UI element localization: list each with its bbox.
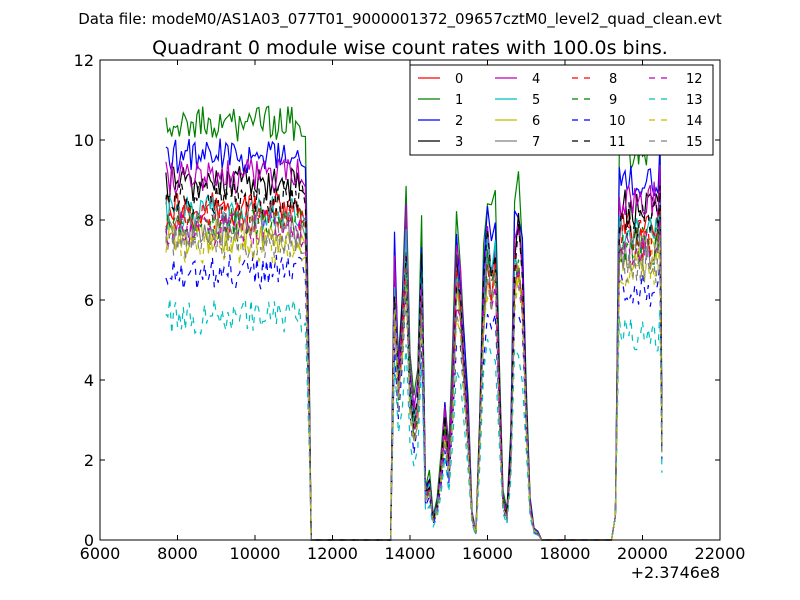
legend-label-4: 4 (532, 72, 540, 87)
legend-label-5: 5 (532, 93, 540, 108)
legend-label-7: 7 (532, 135, 540, 150)
series-layer (165, 105, 663, 541)
x-offset-label: +2.3746e8 (631, 563, 720, 582)
legend-label-15: 15 (686, 135, 703, 150)
series-line-3 (165, 166, 663, 541)
series-line-10 (165, 254, 663, 541)
legend-label-8: 8 (609, 72, 617, 87)
legend-label-10: 10 (609, 114, 626, 129)
x-tick-label: 14000 (385, 544, 436, 563)
x-tick-label: 16000 (462, 544, 513, 563)
y-tick-label: 0 (84, 531, 94, 550)
series-line-11 (165, 178, 663, 541)
x-tick-label: 22000 (695, 544, 746, 563)
data-file-label: Data file: modeM0/AS1A03_077T01_90000013… (78, 10, 722, 29)
y-tick-label: 10 (74, 131, 94, 150)
x-tick-label: 10000 (230, 544, 281, 563)
x-tick-label: 8000 (157, 544, 198, 563)
legend-label-6: 6 (532, 114, 540, 129)
series-line-15 (165, 226, 663, 541)
x-tick-label: 6000 (80, 544, 121, 563)
series-line-13 (165, 296, 663, 541)
series-line-0 (165, 191, 663, 541)
y-tick-label: 12 (74, 51, 94, 70)
series-line-9 (165, 204, 663, 541)
y-tick-label: 6 (84, 291, 94, 310)
legend-label-1: 1 (455, 93, 463, 108)
series-line-6 (165, 217, 663, 541)
x-tick-label: 18000 (540, 544, 591, 563)
x-tick-label: 20000 (617, 544, 668, 563)
legend-label-14: 14 (686, 114, 703, 129)
series-line-8 (165, 197, 663, 541)
axis-ticks: 6000 8000 10000 12000 14000 16000 18000 20000 22… (74, 51, 746, 563)
legend-label-13: 13 (686, 93, 703, 108)
legend-label-9: 9 (609, 93, 617, 108)
legend-label-0: 0 (455, 72, 463, 87)
legend-label-3: 3 (455, 135, 463, 150)
legend-box (409, 64, 714, 156)
chart-title: Quadrant 0 module wise count rates with … (152, 37, 668, 59)
x-tick-label: 12000 (307, 544, 358, 563)
series-line-7 (165, 210, 663, 541)
series-line-12 (165, 209, 663, 541)
legend-label-2: 2 (455, 114, 463, 129)
y-tick-label: 8 (84, 211, 94, 230)
y-tick-label: 2 (84, 451, 94, 470)
series-line-14 (165, 228, 663, 541)
legend-label-12: 12 (686, 72, 703, 87)
legend-label-11: 11 (609, 135, 626, 150)
y-tick-label: 4 (84, 371, 94, 390)
